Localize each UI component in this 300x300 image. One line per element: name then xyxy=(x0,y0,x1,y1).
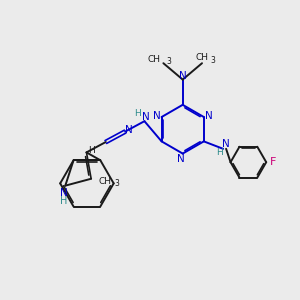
Text: N: N xyxy=(177,154,185,164)
Text: CH: CH xyxy=(196,53,208,62)
Text: N: N xyxy=(222,140,230,149)
Text: H: H xyxy=(216,148,223,157)
Text: N: N xyxy=(179,71,187,81)
Text: CH: CH xyxy=(147,55,161,64)
Text: F: F xyxy=(270,157,276,167)
Text: 3: 3 xyxy=(115,179,120,188)
Text: 3: 3 xyxy=(167,57,172,66)
Text: N: N xyxy=(153,110,161,121)
Text: 3: 3 xyxy=(211,56,216,65)
Text: N: N xyxy=(125,125,133,135)
Text: H: H xyxy=(134,109,140,118)
Text: H: H xyxy=(88,146,95,155)
Text: CH: CH xyxy=(98,177,111,186)
Text: N: N xyxy=(205,110,212,121)
Text: N: N xyxy=(60,188,68,198)
Text: H: H xyxy=(60,196,68,206)
Text: N: N xyxy=(142,112,150,122)
